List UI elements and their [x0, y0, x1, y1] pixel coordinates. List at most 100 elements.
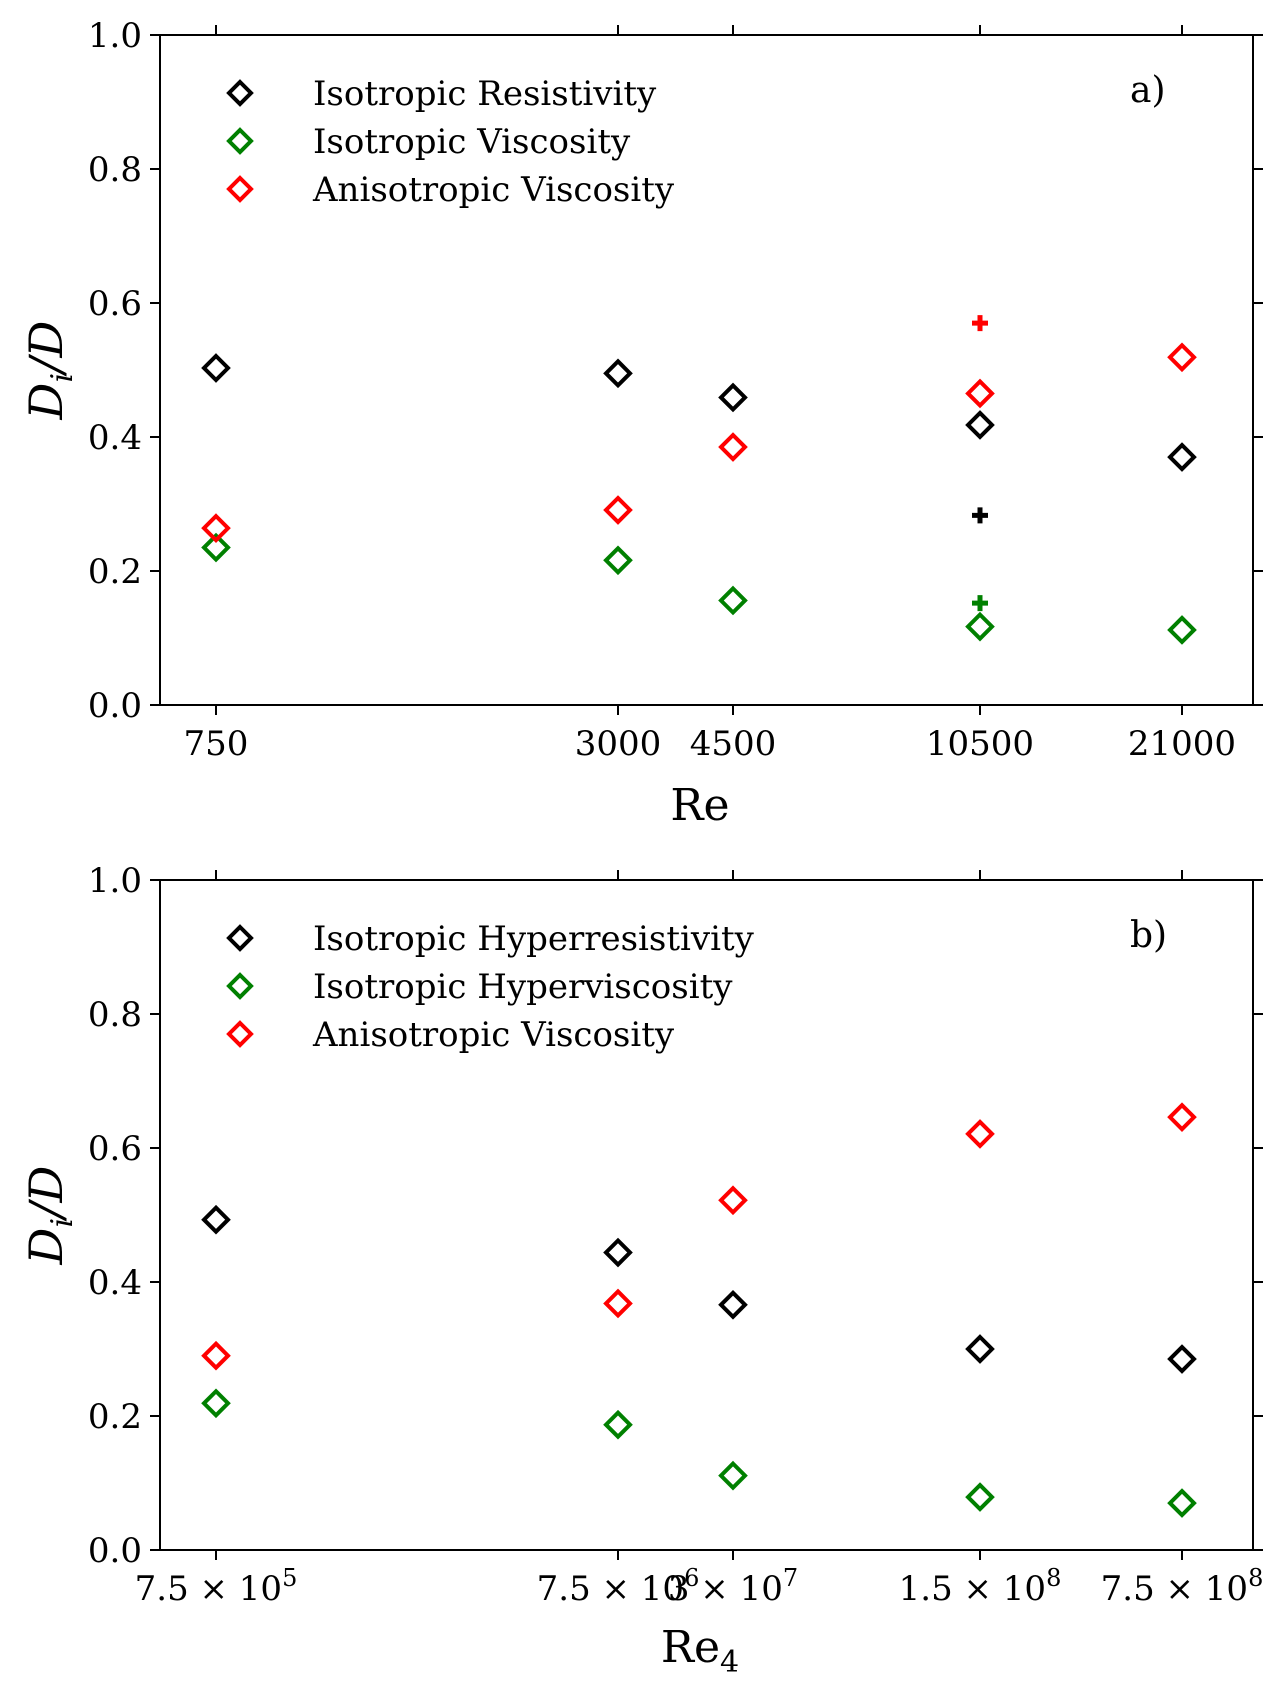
data-point — [965, 410, 995, 440]
y-tick-label: 1.0 — [88, 861, 142, 901]
y-label-main-a: D — [19, 383, 73, 421]
legend-marker — [226, 924, 254, 952]
x-axis-ticks-a: 750 3000 4500 10500 21000 — [184, 25, 1236, 764]
y-label-main-b: D — [19, 1228, 73, 1266]
x-tick-label: 3000 — [575, 724, 662, 764]
legend-b: Isotropic Hyperresistivity Isotropic Hype… — [226, 919, 755, 1055]
x-axis-label-b: Re4 — [661, 1622, 739, 1680]
data-point — [201, 513, 231, 543]
data-point — [1167, 1344, 1197, 1374]
panel-a: 0.0 0.2 0.4 0.6 0.8 1.0 750 3000 4500 10500 21000… — [19, 16, 1263, 831]
data-point — [1167, 442, 1197, 472]
x-axis-label-a: Re — [670, 780, 729, 831]
data-point-plus — [972, 507, 988, 524]
y-tick-label: 0.2 — [88, 1397, 142, 1437]
data-point — [603, 495, 633, 525]
data-points-a — [201, 315, 1197, 645]
y-axis-label-a: Di/D — [19, 321, 80, 421]
x-tick-mantissa: 7.5 × 10 — [135, 1569, 282, 1609]
data-point — [965, 1482, 995, 1512]
y-label-sub-a: i — [45, 373, 80, 383]
legend-marker — [226, 972, 254, 1000]
legend-label: Isotropic Viscosity — [313, 122, 631, 162]
y-tick-label: 0.8 — [88, 150, 142, 190]
y-axis-ticks-a: 0.0 0.2 0.4 0.6 0.8 1.0 — [88, 16, 1263, 726]
data-point — [718, 1460, 748, 1491]
x-tick-exponent: 8 — [1046, 1564, 1061, 1592]
legend-label: Isotropic Hyperviscosity — [313, 967, 733, 1007]
x-tick-label: 1.5 × 108 — [899, 1564, 1062, 1609]
data-point — [603, 1237, 633, 1268]
x-tick-mantissa: 7.5 × 10 — [537, 1569, 684, 1609]
x-label-main-b: Re — [661, 1622, 720, 1673]
x-tick-exponent: 6 — [684, 1564, 699, 1592]
x-tick-label: 21000 — [1128, 724, 1236, 764]
data-point — [965, 1334, 995, 1364]
data-point — [603, 358, 633, 389]
legend-a: Isotropic Resistivity Isotropic Viscosity… — [226, 74, 675, 210]
x-tick-mantissa: 3 × 10 — [668, 1569, 783, 1609]
x-tick-label: 10500 — [926, 724, 1034, 764]
data-point — [603, 1288, 633, 1319]
y-tick-label: 0.4 — [88, 418, 142, 458]
x-tick-label: 7.5 × 105 — [135, 1564, 298, 1609]
data-point — [603, 1409, 633, 1440]
data-point — [965, 1119, 995, 1149]
x-tick-exponent: 5 — [282, 1564, 297, 1592]
data-point — [965, 378, 995, 409]
x-label-sub-b: 4 — [720, 1645, 739, 1680]
data-point — [1167, 342, 1197, 373]
data-points-b — [201, 1102, 1197, 1518]
data-point — [718, 382, 748, 413]
y-tick-label: 0.6 — [88, 1129, 142, 1169]
x-tick-exponent: 8 — [1248, 1564, 1263, 1592]
legend-label: Anisotropic Viscosity — [312, 1015, 675, 1055]
y-axis-label-b: Di/D — [19, 1166, 80, 1266]
legend-marker — [226, 79, 254, 107]
data-point — [965, 611, 995, 642]
data-point — [718, 1185, 748, 1216]
y-tick-label: 0.4 — [88, 1263, 142, 1303]
data-point-plus — [972, 595, 988, 612]
legend-label: Isotropic Hyperresistivity — [313, 919, 755, 959]
x-tick-label: 7.5 × 106 — [537, 1564, 700, 1609]
legend-marker — [226, 175, 254, 203]
y-tick-label: 0.2 — [88, 552, 142, 592]
plot-frame-b — [159, 879, 1254, 1551]
panel-label-a: a) — [1130, 70, 1166, 111]
x-tick-mantissa: 1.5 × 10 — [899, 1569, 1046, 1609]
y-axis-ticks-b: 0.0 0.2 0.4 0.6 0.8 1.0 — [88, 861, 1263, 1571]
data-point — [201, 1388, 231, 1419]
data-point — [718, 585, 748, 616]
y-tick-label: 0.8 — [88, 995, 142, 1035]
data-point — [603, 545, 633, 576]
x-tick-label: 3 × 107 — [668, 1564, 798, 1609]
x-tick-exponent: 7 — [783, 1564, 798, 1592]
y-label-tail-b: /D — [19, 1166, 73, 1222]
y-label-sub-b: i — [45, 1218, 80, 1228]
y-tick-label: 0.0 — [88, 686, 142, 726]
x-tick-mantissa: 7.5 × 10 — [1101, 1569, 1248, 1609]
data-point — [1167, 1488, 1197, 1518]
data-point — [201, 532, 231, 563]
data-point — [201, 353, 231, 383]
y-tick-label: 0.6 — [88, 284, 142, 324]
data-point — [201, 1204, 231, 1235]
data-point-plus — [972, 315, 988, 332]
panel-label-b: b) — [1130, 915, 1167, 956]
legend-label: Anisotropic Viscosity — [312, 170, 675, 210]
legend-marker — [226, 1020, 254, 1048]
data-point — [718, 1289, 748, 1320]
legend-label: Isotropic Resistivity — [313, 74, 657, 114]
plot-frame-a — [159, 34, 1254, 706]
y-tick-label: 0.0 — [88, 1531, 142, 1571]
data-point — [201, 1340, 231, 1371]
x-tick-label: 7.5 × 108 — [1101, 1564, 1264, 1609]
data-point — [718, 432, 748, 462]
x-tick-label: 750 — [184, 724, 249, 764]
data-point — [1167, 615, 1197, 645]
legend-marker — [226, 127, 254, 155]
y-tick-label: 1.0 — [88, 16, 142, 56]
